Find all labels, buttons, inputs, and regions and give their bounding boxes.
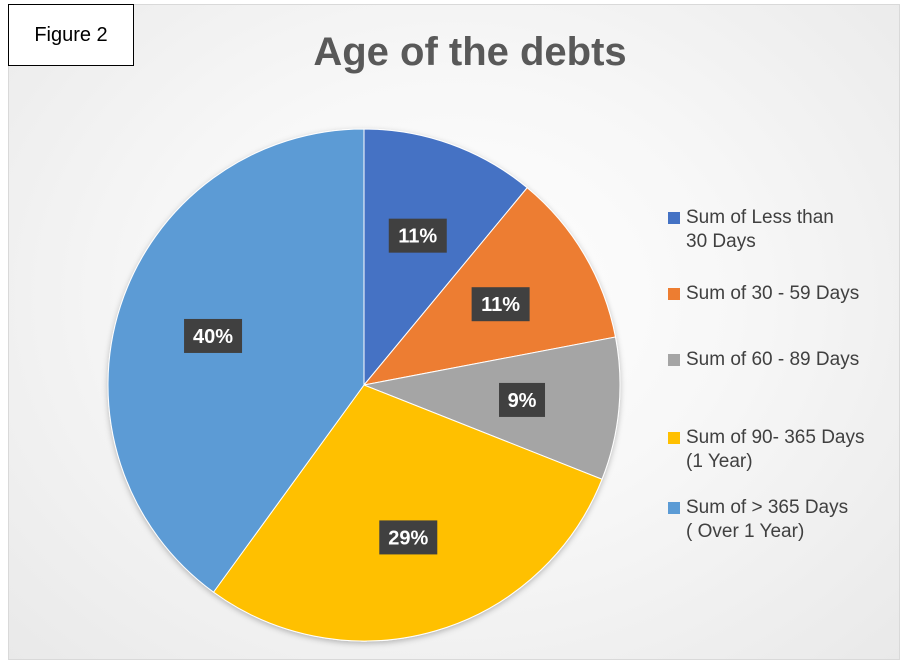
legend-item-1: Sum of Less than 30 Days [668,207,834,254]
data-label-box-5 [184,318,243,353]
pie-slice-5 [107,128,365,593]
pie-slice-2 [362,187,617,386]
data-label-box-3 [499,382,546,417]
data-label-3: 9% [508,390,537,412]
legend-item-2: Sum of 30 - 59 Days [668,283,860,306]
data-label-box-4 [379,520,438,555]
legend-label-2: Sum of 30 - 59 Days [686,283,860,304]
pie-slice-3 [362,336,621,480]
data-label-4: 29% [388,527,428,549]
pie-slice-1 [363,128,528,387]
legend-swatch-1 [668,212,680,224]
pie-slice-4 [212,384,603,642]
legend-item-4: Sum of 90- 365 Days (1 Year) [668,427,865,474]
data-label-2: 11% [481,294,520,316]
legend-swatch-4 [668,432,680,444]
data-label-5: 40% [193,326,233,348]
figure-label: Figure 2 [8,4,134,66]
legend-label-1: Sum of Less than 30 Days [686,207,834,252]
legend-label-5: Sum of > 365 Days ( Over 1 Year) [686,497,849,542]
data-label-box-2 [471,287,530,322]
legend-item-5: Sum of > 365 Days ( Over 1 Year) [668,497,849,544]
data-label-1: 11% [398,226,437,248]
legend-item-3: Sum of 60 - 89 Days [668,349,860,372]
legend-swatch-2 [668,288,680,300]
legend-label-3: Sum of 60 - 89 Days [686,349,860,370]
chart-title: Age of the debts [313,30,627,74]
legend-swatch-3 [668,354,680,366]
legend-label-4: Sum of 90- 365 Days (1 Year) [686,427,865,472]
data-label-box-1 [388,218,447,253]
legend-swatch-5 [668,502,680,514]
